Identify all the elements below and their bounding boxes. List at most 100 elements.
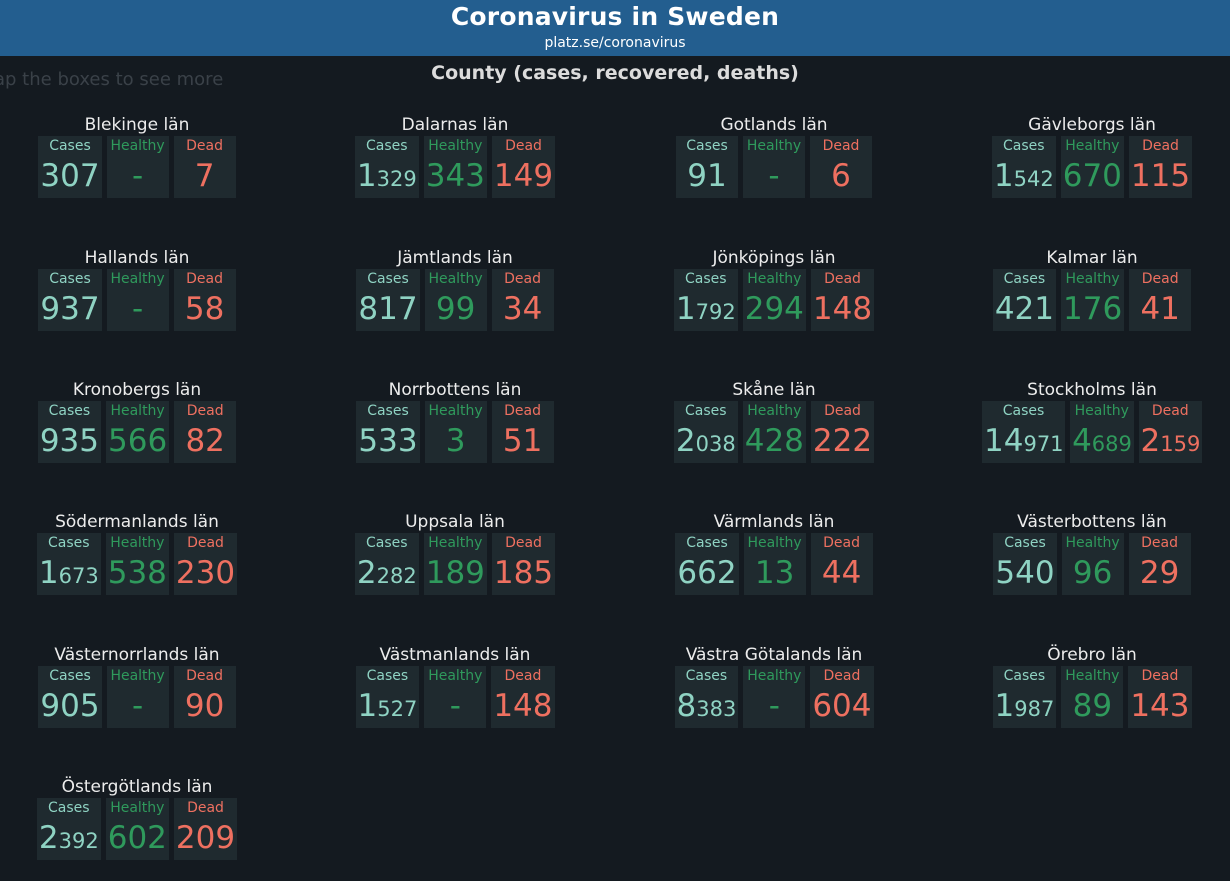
dead-box[interactable]: Dead 51 <box>491 401 554 463</box>
county-card-gotlands-lan[interactable]: Gotlands län Cases 91 Healthy - Dead 6 <box>664 115 884 198</box>
stat-boxes: Cases 14971 Healthy 4689 Dead 2159 <box>982 401 1202 463</box>
county-card-norrbottens-lan[interactable]: Norrbottens län Cases 533 Healthy 3 Dead 51 <box>345 380 565 463</box>
cases-box[interactable]: Cases 307 <box>38 136 102 198</box>
healthy-box[interactable]: Healthy - <box>106 136 169 198</box>
cases-box[interactable]: Cases 1542 <box>991 136 1056 198</box>
county-card-dalarnas-lan[interactable]: Dalarnas län Cases 1329 Healthy 343 Dead 149 <box>345 115 565 198</box>
county-card-sodermanlands-lan[interactable]: Södermanlands län Cases 1673 Healthy 538 Dead… <box>27 512 247 595</box>
county-card-ostergotlands-lan[interactable]: Östergötlands län Cases 2392 Healthy 602 Dead… <box>27 777 247 860</box>
healthy-box[interactable]: Healthy 566 <box>106 401 170 463</box>
cases-value: 533 <box>358 423 418 459</box>
cases-box[interactable]: Cases 1987 <box>992 666 1057 728</box>
cases-box[interactable]: Cases 905 <box>38 666 102 728</box>
dead-box[interactable]: Dead 222 <box>810 401 875 463</box>
county-name: Västra Götalands län <box>685 645 863 665</box>
stat-boxes: Cases 2038 Healthy 428 Dead 222 <box>664 401 884 463</box>
dead-box[interactable]: Dead 185 <box>491 533 556 595</box>
cases-box[interactable]: Cases 540 <box>993 533 1057 595</box>
dead-box[interactable]: Dead 7 <box>173 136 236 198</box>
dead-box[interactable]: Dead 90 <box>173 666 236 728</box>
healthy-box[interactable]: Healthy 3 <box>424 401 487 463</box>
healthy-value: 189 <box>425 555 485 591</box>
healthy-box[interactable]: Healthy 294 <box>742 269 806 331</box>
dead-box[interactable]: Dead 148 <box>491 666 555 728</box>
county-card-blekinge-lan[interactable]: Blekinge län Cases 307 Healthy - Dead 7 <box>27 115 247 198</box>
healthy-box[interactable]: Healthy 4689 <box>1070 401 1134 463</box>
county-card-jonkopings-lan[interactable]: Jönköpings län Cases 1792 Healthy 294 Dead 148 <box>664 248 884 331</box>
dead-box[interactable]: Dead 6 <box>810 136 872 198</box>
healthy-box[interactable]: Healthy - <box>743 136 805 198</box>
cases-label: Cases <box>686 138 728 154</box>
cases-box[interactable]: Cases 14971 <box>982 401 1066 463</box>
healthy-box[interactable]: Healthy 89 <box>1061 666 1124 728</box>
cases-box[interactable]: Cases 662 <box>675 533 739 595</box>
cases-box[interactable]: Cases 2038 <box>673 401 738 463</box>
healthy-box[interactable]: Healthy - <box>106 666 169 728</box>
county-card-jamtlands-lan[interactable]: Jämtlands län Cases 817 Healthy 99 Dead 34 <box>345 248 565 331</box>
healthy-box[interactable]: Healthy 96 <box>1061 533 1124 595</box>
cases-box[interactable]: Cases 533 <box>356 401 420 463</box>
county-card-stockholms-lan[interactable]: Stockholms län Cases 14971 Healthy 4689 Dead 2… <box>982 380 1202 463</box>
dead-label: Dead <box>186 668 223 684</box>
county-card-vasternorrlands-lan[interactable]: Västernorrlands län Cases 905 Healthy - Dead 9… <box>27 645 247 728</box>
dead-box[interactable]: Dead 209 <box>173 798 238 860</box>
dead-box[interactable]: Dead 143 <box>1128 666 1192 728</box>
dead-box[interactable]: Dead 115 <box>1128 136 1193 198</box>
site-url-link[interactable]: platz.se/coronavirus <box>544 35 686 51</box>
cases-box[interactable]: Cases 817 <box>356 269 420 331</box>
healthy-box[interactable]: Healthy - <box>106 269 169 331</box>
county-card-orebro-lan[interactable]: Örebro län Cases 1987 Healthy 89 Dead 143 <box>982 645 1202 728</box>
county-card-uppsala-lan[interactable]: Uppsala län Cases 2282 Healthy 189 Dead 185 <box>345 512 565 595</box>
county-card-vasterbottens-lan[interactable]: Västerbottens län Cases 540 Healthy 96 Dead 29 <box>982 512 1202 595</box>
cases-box[interactable]: Cases 8383 <box>674 666 739 728</box>
cases-value: 937 <box>40 291 100 327</box>
dead-box[interactable]: Dead 230 <box>173 533 238 595</box>
cases-box[interactable]: Cases 1792 <box>673 269 738 331</box>
county-card-varmlands-lan[interactable]: Värmlands län Cases 662 Healthy 13 Dead 44 <box>664 512 884 595</box>
dead-box[interactable]: Dead 2159 <box>1138 401 1202 463</box>
healthy-box[interactable]: Healthy 670 <box>1060 136 1124 198</box>
healthy-box[interactable]: Healthy - <box>743 666 806 728</box>
healthy-box[interactable]: Healthy 189 <box>423 533 487 595</box>
county-card-hallands-lan[interactable]: Hallands län Cases 937 Healthy - Dead 58 <box>27 248 247 331</box>
healthy-box[interactable]: Healthy 602 <box>105 798 169 860</box>
app-header: Coronavirus in Sweden platz.se/coronavir… <box>0 0 1230 56</box>
county-card-gavleborgs-lan[interactable]: Gävleborgs län Cases 1542 Healthy 670 Dead 115 <box>982 115 1202 198</box>
stat-boxes: Cases 1329 Healthy 343 Dead 149 <box>345 136 565 198</box>
dead-box[interactable]: Dead 34 <box>491 269 554 331</box>
cases-box[interactable]: Cases 2282 <box>354 533 419 595</box>
dead-box[interactable]: Dead 82 <box>174 401 237 463</box>
county-card-vastmanlands-lan[interactable]: Västmanlands län Cases 1527 Healthy - Dead 148 <box>345 645 565 728</box>
healthy-box[interactable]: Healthy 99 <box>424 269 487 331</box>
cases-box[interactable]: Cases 91 <box>676 136 738 198</box>
county-card-kronobergs-lan[interactable]: Kronobergs län Cases 935 Healthy 566 Dead 82 <box>27 380 247 463</box>
healthy-box[interactable]: Healthy 13 <box>743 533 806 595</box>
cases-box[interactable]: Cases 1673 <box>36 533 101 595</box>
healthy-box[interactable]: Healthy - <box>424 666 487 728</box>
cases-value: 1792 <box>675 291 736 327</box>
dead-box[interactable]: Dead 149 <box>491 136 556 198</box>
cases-box[interactable]: Cases 937 <box>38 269 102 331</box>
healthy-label: Healthy <box>1065 138 1120 154</box>
stat-boxes: Cases 8383 Healthy - Dead 604 <box>664 666 884 728</box>
cases-box[interactable]: Cases 1527 <box>355 666 420 728</box>
county-card-vastra-gotalands-lan[interactable]: Västra Götalands län Cases 8383 Healthy - Dea… <box>664 645 884 728</box>
healthy-box[interactable]: Healthy 176 <box>1061 269 1125 331</box>
cases-box[interactable]: Cases 2392 <box>36 798 101 860</box>
dead-box[interactable]: Dead 44 <box>810 533 873 595</box>
healthy-box[interactable]: Healthy 538 <box>105 533 169 595</box>
dead-box[interactable]: Dead 41 <box>1129 269 1192 331</box>
dead-box[interactable]: Dead 58 <box>173 269 236 331</box>
cases-box[interactable]: Cases 421 <box>992 269 1056 331</box>
tap-hint: ap the boxes to see more <box>0 69 224 90</box>
dead-box[interactable]: Dead 148 <box>810 269 875 331</box>
healthy-box[interactable]: Healthy 343 <box>423 136 487 198</box>
county-card-kalmar-lan[interactable]: Kalmar län Cases 421 Healthy 176 Dead 41 <box>982 248 1202 331</box>
county-card-skane-lan[interactable]: Skåne län Cases 2038 Healthy 428 Dead 222 <box>664 380 884 463</box>
dead-box[interactable]: Dead 604 <box>810 666 874 728</box>
dead-box[interactable]: Dead 29 <box>1128 533 1191 595</box>
cases-box[interactable]: Cases 935 <box>37 401 101 463</box>
cases-box[interactable]: Cases 1329 <box>354 136 419 198</box>
healthy-box[interactable]: Healthy 428 <box>742 401 806 463</box>
healthy-label: Healthy <box>428 271 483 287</box>
